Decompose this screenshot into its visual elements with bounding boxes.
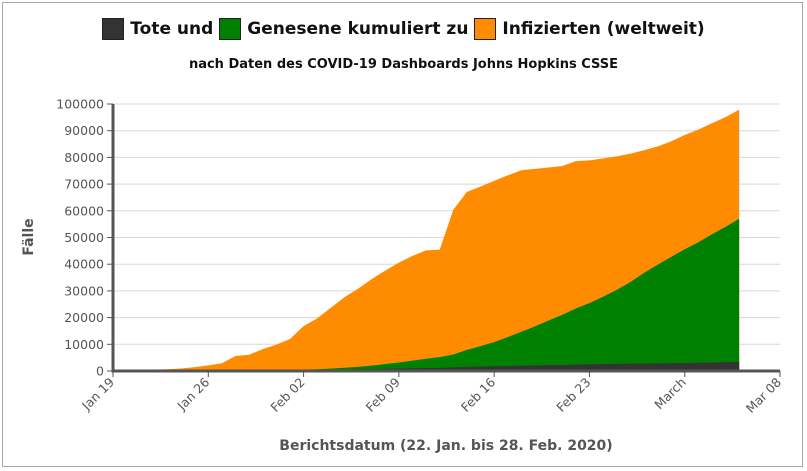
legend-item-recovered: Genesene kumuliert zu	[219, 18, 468, 40]
y-tick-label-10: 100000	[56, 97, 104, 112]
y-tick-label-2: 20000	[64, 310, 104, 325]
y-tick-label-8: 80000	[64, 150, 104, 165]
x-tick-label-1: Jan 26	[173, 374, 212, 413]
y-tick-label-0: 0	[96, 364, 104, 379]
legend-swatch-deaths	[102, 18, 125, 40]
y-tick-label-5: 50000	[64, 230, 104, 245]
y-tick-label-3: 30000	[64, 283, 104, 298]
y-axis-label: Fälle	[21, 218, 37, 255]
x-tick-label-5: Feb 23	[553, 375, 593, 415]
y-tick-label-4: 40000	[64, 257, 104, 272]
legend-label-infected: Infizierten (weltweit)	[502, 19, 705, 39]
axes	[111, 104, 780, 373]
y-tick-label-7: 70000	[64, 177, 104, 192]
y-tick-label-6: 60000	[64, 203, 104, 218]
area-series-1	[153, 218, 740, 371]
area-series	[153, 109, 740, 372]
x-tick-label-0: Jan 19	[78, 374, 117, 413]
area-series-2	[153, 362, 740, 371]
y-tick-label-9: 90000	[64, 123, 104, 138]
legend-swatch-recovered	[219, 18, 242, 40]
y-tick-label-1: 10000	[64, 337, 104, 352]
legend-swatch-infected	[474, 18, 497, 40]
x-axis-label: Berichtsdatum (22. Jan. bis 28. Feb. 202…	[279, 438, 612, 454]
x-tick-label-2: Feb 02	[267, 375, 307, 415]
x-tick-label-4: Feb 16	[458, 374, 498, 414]
y-tick-labels: 0 10000 20000 30000 40000 50000 60000 70000 8000…	[56, 97, 104, 379]
legend-item-infected: Infizierten (weltweit)	[474, 18, 705, 40]
x-tick-label-3: Feb 09	[363, 374, 403, 414]
x-tick-label-6: March	[651, 375, 689, 413]
chart-subtitle: nach Daten des COVID-19 Dashboards Johns…	[188, 57, 619, 72]
legend-label-deaths: Tote und	[130, 19, 214, 39]
legend: Tote und Genesene kumuliert zu Infiziert…	[0, 18, 807, 40]
legend-item-deaths: Tote und	[102, 18, 213, 40]
x-tick-label-7: Mar 08	[743, 374, 784, 415]
legend-label-recovered: Genesene kumuliert zu	[247, 19, 469, 39]
x-tick-labels: Jan 19 Jan 26 Feb 02 Feb 09 Feb 16 Feb 23 Marc…	[78, 374, 784, 415]
